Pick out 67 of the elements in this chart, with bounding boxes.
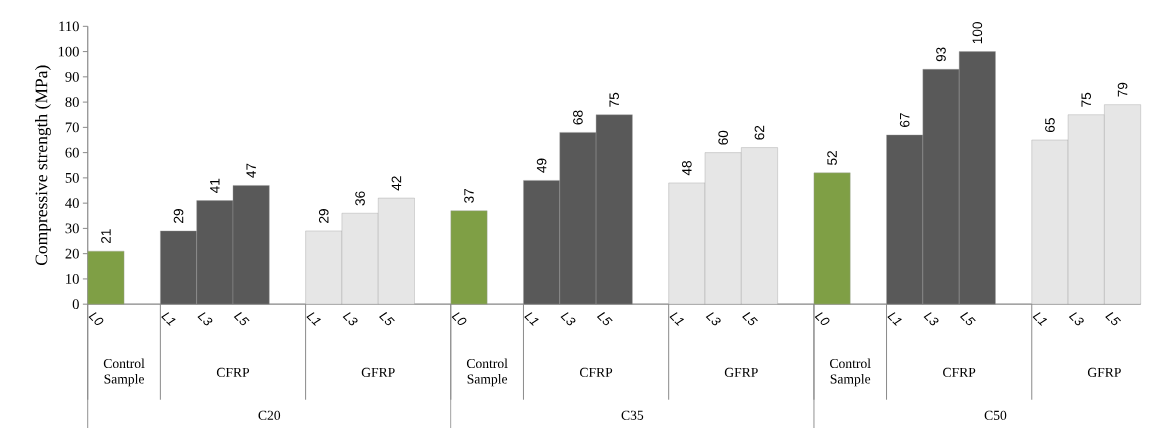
y-tick-label: 100: [58, 46, 79, 57]
data-label: 62: [754, 125, 765, 140]
x-tick-label: L5: [379, 311, 395, 325]
text: GFRP: [724, 367, 758, 377]
data-label: 67: [899, 112, 910, 127]
text: CFRP: [580, 367, 613, 377]
y-tick-label: 10: [66, 273, 79, 284]
x-tick-label: L1: [306, 311, 321, 326]
y-tick-label: 110: [59, 21, 79, 31]
text: C20: [258, 410, 281, 420]
x-tick-label: L1: [669, 311, 685, 326]
text: C50: [984, 410, 1007, 420]
y-tick-label: 40: [65, 197, 79, 208]
x-tick-label: L5: [233, 311, 250, 325]
data-label: 47: [246, 163, 256, 178]
x-tick-label: L1: [887, 311, 902, 326]
y-tick-label: 20: [65, 248, 79, 259]
x-tick-label: L0: [451, 311, 467, 325]
data-label: 49: [536, 158, 547, 173]
data-label: 42: [391, 176, 402, 191]
text: Control Sample: [466, 358, 508, 387]
y-tick-label: 30: [65, 223, 79, 234]
data-label: 68: [573, 110, 583, 125]
x-tick-label: L0: [88, 311, 104, 325]
y-tick-label: 70: [65, 122, 79, 133]
x-tick-label: L1: [1032, 311, 1048, 326]
text: C35: [621, 410, 644, 420]
y-tick-label: 50: [65, 172, 79, 183]
y-tick-label: 0: [72, 299, 79, 309]
x-tick-label: L5: [742, 311, 758, 325]
x-tick-label: L5: [596, 311, 613, 325]
text: GFRP: [361, 367, 395, 377]
data-label: 48: [682, 160, 692, 176]
data-label: 41: [210, 178, 220, 193]
text: Control Sample: [830, 358, 871, 387]
x-tick-label: L3: [1068, 311, 1084, 326]
data-label: 60: [718, 130, 728, 145]
data-label: 52: [827, 150, 837, 165]
data-label: 79: [1117, 82, 1128, 97]
x-tick-label: L1: [161, 311, 176, 326]
x-tick-label: L0: [814, 311, 830, 325]
x-tick-label: L3: [197, 311, 213, 326]
text: Control Sample: [103, 358, 145, 387]
y-tick-label: 80: [65, 96, 79, 107]
data-label: 100: [972, 21, 983, 43]
y-tick-label: 60: [65, 147, 79, 158]
y-tick-label: 90: [65, 71, 79, 82]
x-tick-label: L3: [342, 311, 358, 326]
data-label: 75: [1081, 92, 1091, 107]
x-tick-label: L3: [923, 311, 939, 326]
x-tick-label: L1: [524, 311, 539, 326]
x-tick-label: L3: [560, 311, 576, 326]
data-label: 29: [318, 208, 329, 223]
data-label: 29: [173, 208, 184, 223]
data-label: 75: [609, 92, 619, 107]
text: CFRP: [943, 367, 976, 377]
x-tick-label: L5: [1105, 311, 1121, 325]
y-axis-title: Compressive strength (MPa): [35, 65, 51, 265]
data-label: 21: [101, 229, 111, 243]
text: CFRP: [216, 367, 250, 377]
data-label: 36: [355, 191, 365, 206]
data-label: 65: [1045, 117, 1055, 132]
x-tick-label: L3: [705, 311, 721, 326]
data-label: 93: [936, 47, 946, 62]
x-tick-label: L5: [959, 311, 976, 325]
data-label: 37: [464, 188, 474, 203]
text: GFRP: [1087, 367, 1121, 377]
